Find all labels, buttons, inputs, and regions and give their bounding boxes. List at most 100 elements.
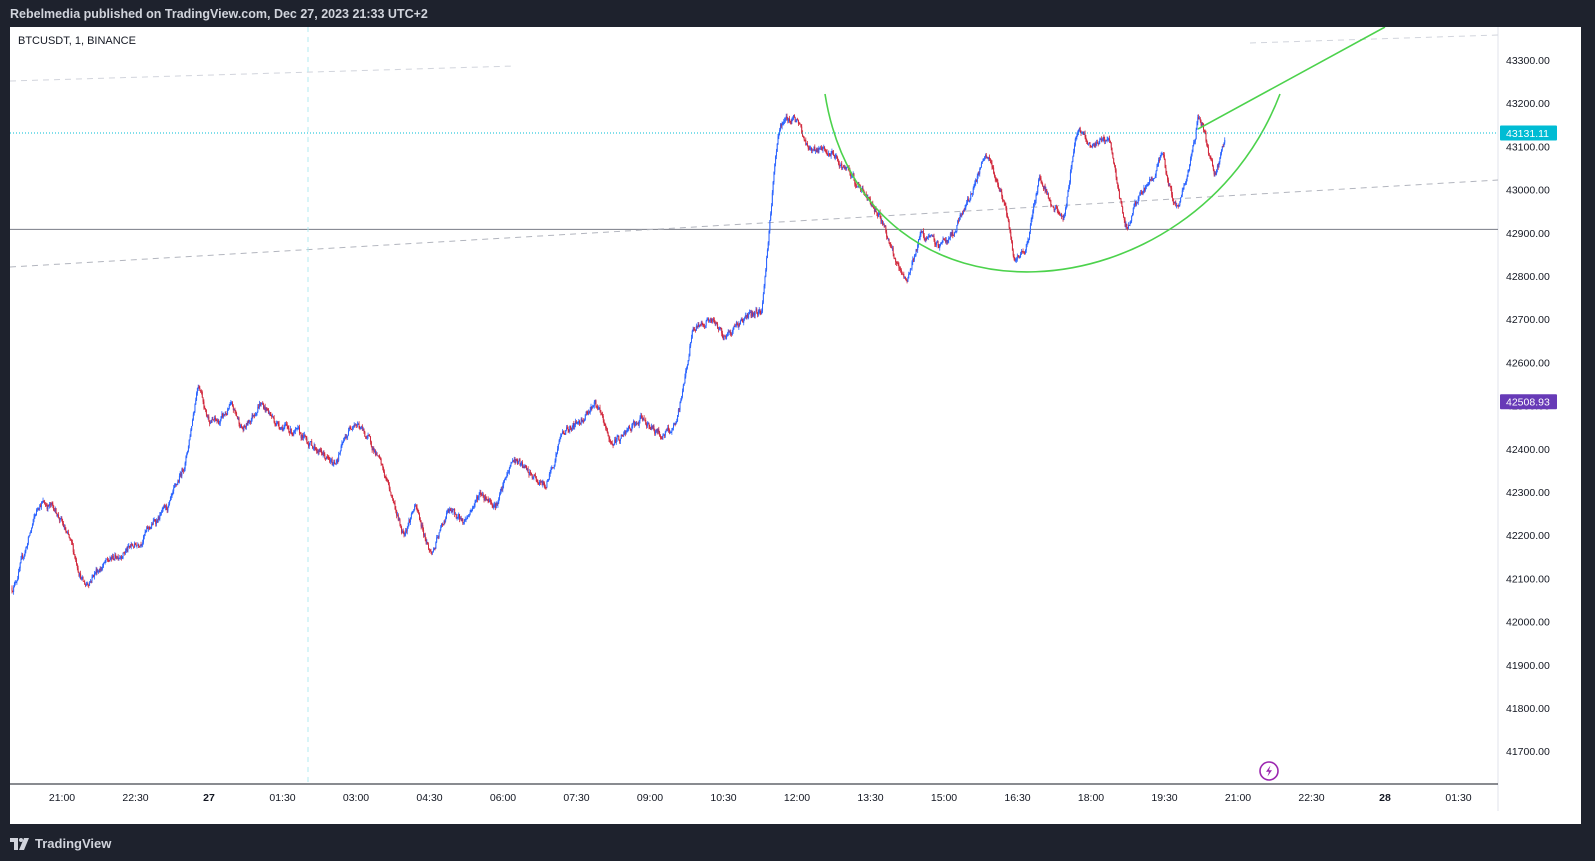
candle-body [739, 320, 741, 325]
green-trend-line [1197, 27, 1386, 130]
candle-body [800, 124, 802, 127]
candle-body [166, 508, 168, 511]
candle-body [837, 158, 839, 162]
candle-body [484, 496, 486, 500]
candle-body [71, 539, 73, 543]
candle-body [683, 383, 685, 386]
candle-body [435, 542, 437, 549]
candle-body [522, 466, 524, 468]
candle-body [457, 516, 459, 518]
price-chart[interactable]: 43300.00 43200.00 43100.00 43000.00 42900.00… [10, 27, 1581, 824]
candle-body [513, 459, 515, 462]
candle-body [486, 499, 488, 501]
candle-body [785, 116, 787, 120]
candle-body [1025, 244, 1027, 251]
candle-body [524, 465, 526, 467]
candle-body [963, 210, 965, 212]
candle-body [217, 420, 219, 422]
candle-body [267, 409, 269, 414]
price-tick-label: 43000.00 [1506, 185, 1550, 197]
candle-body [503, 481, 505, 486]
candle-body [1019, 257, 1021, 259]
candle-body [104, 562, 106, 563]
tradingview-logo-icon [10, 837, 29, 850]
candle-body [108, 561, 110, 562]
time-tick-label: 27 [203, 792, 215, 804]
candle-body [225, 413, 227, 415]
candle-body [324, 454, 326, 458]
candle-body [873, 208, 875, 212]
candle-body [582, 420, 584, 422]
candle-body [1036, 192, 1038, 195]
time-tick-label: 22:30 [122, 792, 148, 804]
candle-body [70, 538, 72, 540]
candle-body [637, 423, 639, 426]
candle-body [13, 582, 15, 587]
candle-body [530, 472, 532, 475]
candle-body [420, 521, 422, 527]
time-axis[interactable]: 21:00 22:30 27 01:30 03:00 04:30 06:00 07:30 09:… [49, 792, 1472, 804]
candle-body [288, 428, 290, 433]
candle-body [994, 176, 996, 179]
candle-body [1204, 132, 1206, 134]
candle-body [738, 323, 740, 328]
candle-body [300, 433, 302, 439]
candle-body [72, 544, 74, 552]
candle-body [432, 551, 434, 553]
candle-body [148, 526, 150, 528]
candle-body [28, 535, 30, 538]
candle-body [384, 476, 386, 477]
candle-body [602, 415, 604, 420]
candle-body [911, 262, 913, 269]
candle-body [434, 548, 436, 550]
symbol-legend[interactable]: BTCUSDT, 1, BINANCE [18, 35, 136, 47]
candle-body [461, 518, 463, 521]
candle-body [954, 231, 956, 233]
candle-body [325, 457, 327, 460]
candle-body [293, 431, 295, 435]
candle-body [743, 318, 745, 323]
candle-body [74, 554, 76, 559]
candle-body [332, 464, 334, 466]
candle-body [1172, 198, 1174, 203]
candle-body [931, 235, 933, 237]
candle-body [918, 238, 920, 240]
candle-body [307, 442, 309, 444]
candle-body [206, 414, 208, 418]
candle-body [569, 425, 571, 431]
candle-body [290, 428, 292, 434]
candle-body [562, 431, 564, 433]
candle-body [570, 425, 572, 428]
candle-body [1170, 186, 1172, 189]
candle-body [702, 324, 704, 325]
candle-body [337, 460, 339, 462]
candle-body [724, 335, 726, 337]
chart-canvas[interactable]: 43300.0043200.0043100.0043000.0042900.00… [10, 27, 1581, 824]
tradingview-logo[interactable]: TradingView [10, 836, 111, 851]
candle-body [543, 482, 545, 484]
candle-body [1173, 202, 1175, 203]
candle-body [1134, 202, 1136, 205]
candle-body [295, 428, 297, 430]
candle-body [1131, 213, 1133, 216]
candle-body [967, 198, 968, 203]
candle-body [314, 445, 316, 449]
candle-body [532, 477, 534, 479]
candle-body [794, 117, 796, 122]
lightning-icon[interactable] [1259, 761, 1279, 781]
candle-body [597, 408, 599, 409]
time-tick-label: 18:00 [1078, 792, 1104, 804]
candle-body [88, 584, 90, 586]
candle-body [446, 511, 448, 513]
candle-body [147, 526, 149, 529]
candle-body [1136, 202, 1138, 204]
price-axis[interactable]: 43300.0043200.0043100.0043000.0042900.00… [1500, 55, 1557, 758]
candle-body [319, 449, 321, 452]
candle-body [673, 424, 674, 428]
candle-body [326, 457, 328, 458]
candle-body [650, 426, 652, 430]
candle-body [204, 407, 206, 409]
candle-body [368, 435, 370, 437]
candle-body [392, 498, 394, 503]
candle-body [479, 492, 481, 495]
